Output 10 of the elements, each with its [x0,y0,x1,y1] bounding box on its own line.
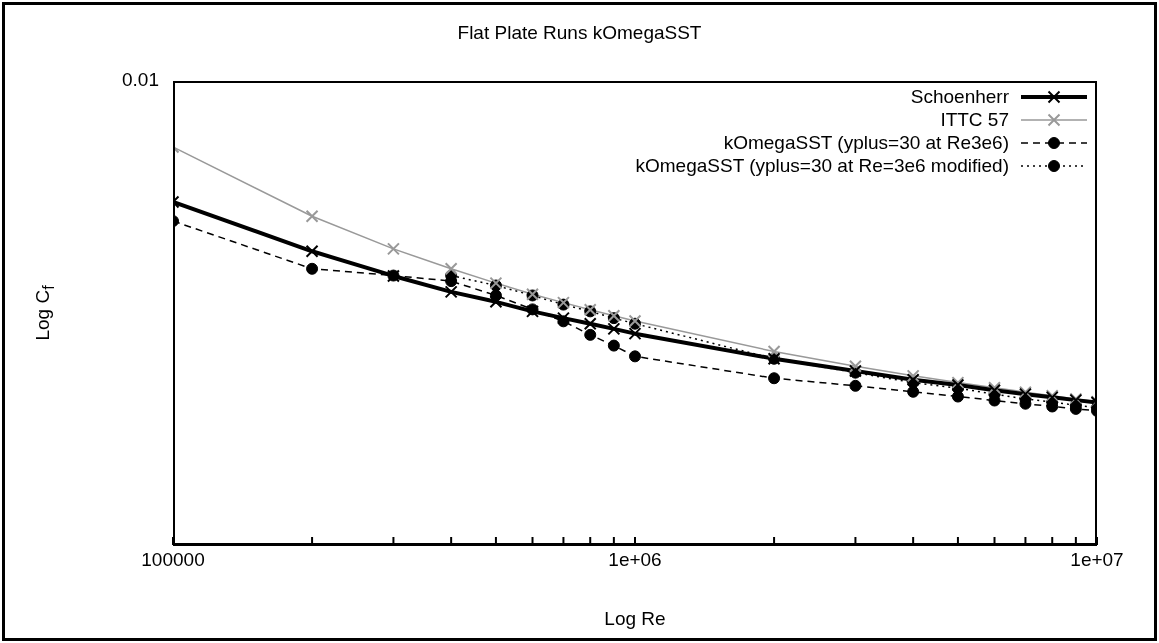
legend-label: kOmegaSST (yplus=30 at Re=3e6 modified) [635,154,1009,177]
legend-label: kOmegaSST (yplus=30 at Re3e6) [723,131,1009,154]
text: 0.01 [122,69,159,91]
x-tick-label: 100000 [141,549,205,571]
x-tick-label: 1e+07 [1070,549,1124,571]
chart-title: Flat Plate Runs kOmegaSST [456,22,703,44]
x-axis-title: Log Re [604,608,666,629]
legend-label: Schoenherr [910,85,1009,108]
x-tick-label: 1e+06 [608,549,662,571]
legend-label: ITTC 57 [940,108,1009,131]
